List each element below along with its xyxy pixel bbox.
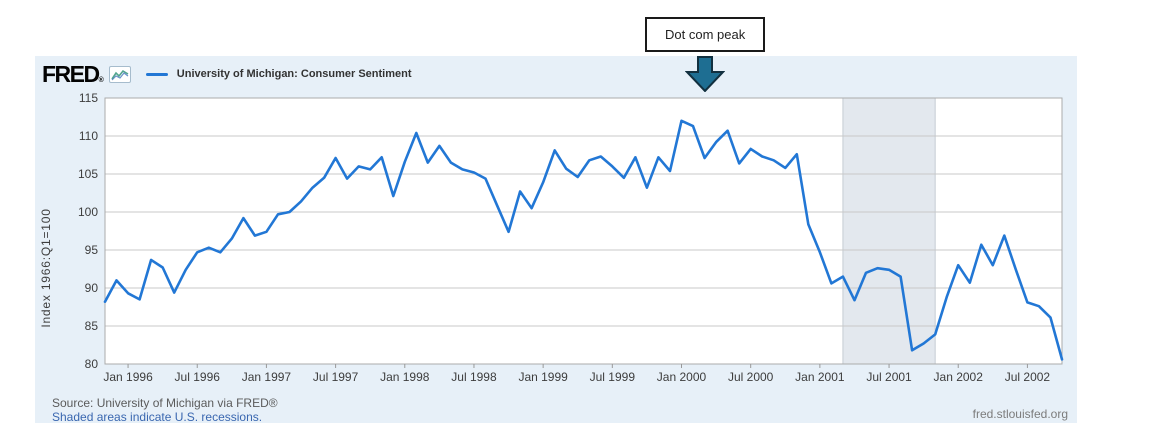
svg-text:Jul 2001: Jul 2001 <box>866 370 912 384</box>
svg-text:Jul 2000: Jul 2000 <box>728 370 774 384</box>
svg-text:Index 1966:Q1=100: Index 1966:Q1=100 <box>39 208 53 327</box>
fred-logo-text: FRED <box>42 60 100 87</box>
svg-text:80: 80 <box>85 357 99 371</box>
source-text: Source: University of Michigan via FRED® <box>52 396 278 410</box>
fred-logo[interactable]: FRED® <box>42 60 104 87</box>
fred-chart-icon <box>108 65 131 83</box>
annotation-box: Dot com peak <box>645 17 766 52</box>
chart-header: FRED® University of Michigan: Consumer S… <box>42 61 412 87</box>
recession-note-link[interactable]: Shaded areas indicate U.S. recessions. <box>52 410 263 424</box>
svg-text:110: 110 <box>79 129 98 143</box>
svg-text:115: 115 <box>79 91 98 105</box>
svg-text:Jul 2002: Jul 2002 <box>1005 370 1051 384</box>
svg-text:Jan 2000: Jan 2000 <box>657 370 707 384</box>
svg-text:105: 105 <box>78 167 98 181</box>
svg-text:Jan 1996: Jan 1996 <box>103 370 153 384</box>
annotation-label: Dot com peak <box>665 27 746 42</box>
svg-text:Jul 1997: Jul 1997 <box>313 370 359 384</box>
site-link[interactable]: fred.stlouisfed.org <box>972 407 1068 421</box>
svg-text:Jan 1998: Jan 1998 <box>380 370 430 384</box>
svg-text:100: 100 <box>78 205 98 219</box>
svg-text:Jan 2001: Jan 2001 <box>795 370 845 384</box>
svg-text:Jul 1996: Jul 1996 <box>175 370 221 384</box>
legend-line-swatch <box>145 72 168 76</box>
svg-text:Jan 1999: Jan 1999 <box>518 370 568 384</box>
chart-panel: FRED® University of Michigan: Consumer S… <box>35 56 1077 424</box>
svg-text:Jul 1999: Jul 1999 <box>590 370 636 384</box>
legend-series-label[interactable]: University of Michigan: Consumer Sentime… <box>176 68 412 80</box>
svg-text:90: 90 <box>85 281 99 295</box>
svg-text:85: 85 <box>85 319 99 333</box>
svg-text:Jul 1998: Jul 1998 <box>451 370 497 384</box>
down-arrow-icon <box>685 56 725 92</box>
svg-text:Jan 1997: Jan 1997 <box>242 370 292 384</box>
svg-text:95: 95 <box>85 243 99 257</box>
svg-text:Jan 2002: Jan 2002 <box>934 370 984 384</box>
chart-svg[interactable]: 80 85 90 95 100 105 110 115 Jan 1996 Jul 1996 Jan … <box>35 56 1077 423</box>
registered-mark: ® <box>98 76 104 84</box>
